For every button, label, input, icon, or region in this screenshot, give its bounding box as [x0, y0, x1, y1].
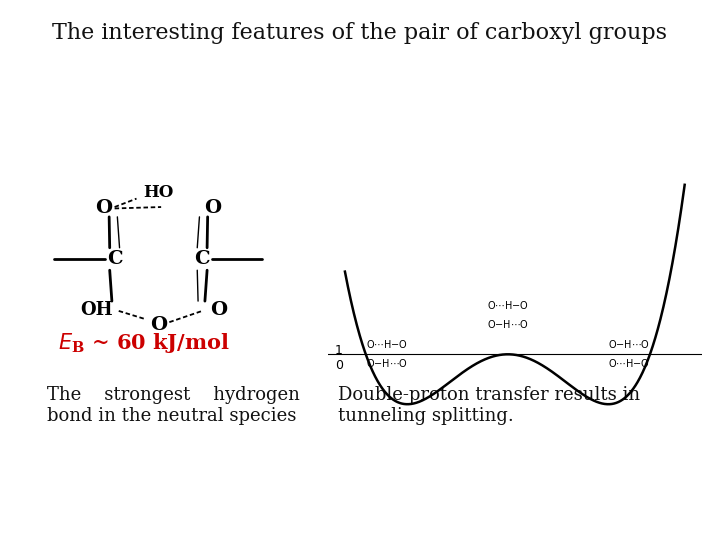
Text: 0: 0 — [335, 359, 343, 372]
Text: O: O — [210, 301, 227, 319]
Text: $\mathsf{O{\cdots}H{-}O}$: $\mathsf{O{\cdots}H{-}O}$ — [487, 299, 529, 311]
Text: Double-proton transfer results in
tunneling splitting.: Double-proton transfer results in tunnel… — [338, 386, 641, 425]
Text: O: O — [204, 199, 222, 218]
Text: The    strongest    hydrogen
bond in the neutral species: The strongest hydrogen bond in the neutr… — [47, 386, 300, 425]
Text: O: O — [150, 316, 167, 334]
Text: HO: HO — [143, 185, 174, 201]
Text: The interesting features of the pair of carboxyl groups: The interesting features of the pair of … — [53, 22, 667, 44]
Text: $\mathsf{O{-}H{\cdots}O}$: $\mathsf{O{-}H{\cdots}O}$ — [608, 338, 650, 350]
Text: $\mathsf{O{\cdots}H{-}O}$: $\mathsf{O{\cdots}H{-}O}$ — [608, 357, 650, 369]
Text: $\mathsf{O{-}H{\cdots}O}$: $\mathsf{O{-}H{\cdots}O}$ — [487, 318, 529, 330]
Text: O: O — [95, 199, 112, 218]
Text: $\mathit{E}_\mathregular{B}$ ~ 60 kJ/mol: $\mathit{E}_\mathregular{B}$ ~ 60 kJ/mol — [58, 331, 230, 355]
Text: OH: OH — [81, 301, 113, 319]
Text: 1: 1 — [335, 345, 343, 357]
Text: $\mathsf{O{-}H{\cdots}O}$: $\mathsf{O{-}H{\cdots}O}$ — [366, 357, 408, 369]
Text: C: C — [107, 250, 122, 268]
Text: C: C — [194, 250, 210, 268]
Text: $\mathsf{O{\cdots}H{-}O}$: $\mathsf{O{\cdots}H{-}O}$ — [366, 338, 408, 350]
